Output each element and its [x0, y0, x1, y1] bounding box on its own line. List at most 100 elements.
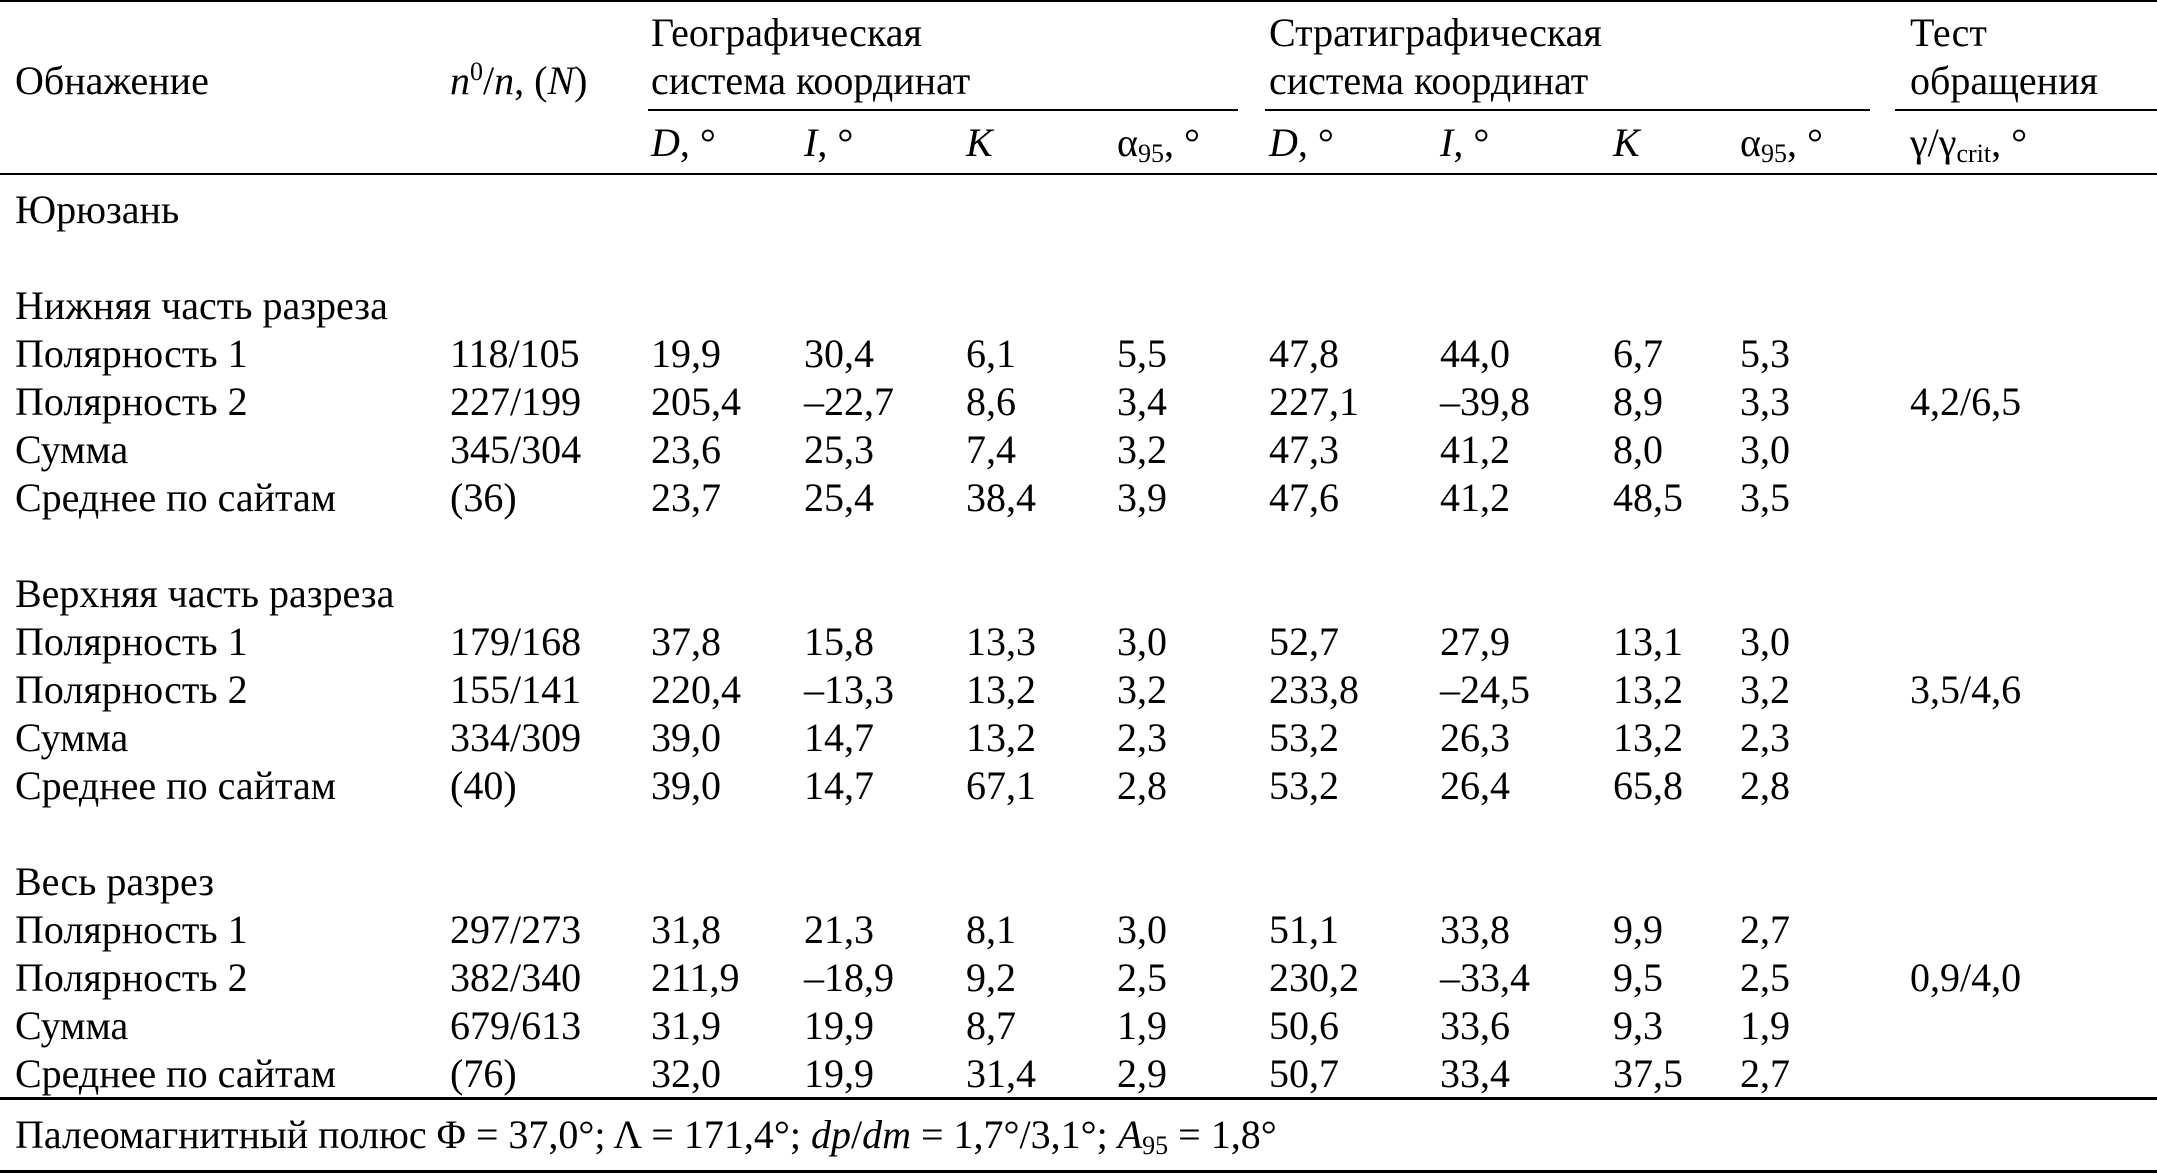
cell-geo-K: 31,4 — [966, 1051, 1036, 1096]
cell-geo-I: 25,3 — [804, 427, 874, 472]
section-title: Весь разрез — [15, 859, 215, 904]
row-label: Среднее по сайтам — [15, 475, 337, 520]
header-n: n0/n, (N) — [450, 57, 587, 105]
cell-geo-I: 30,4 — [804, 331, 874, 376]
header-n-close: ) — [574, 58, 588, 103]
header-n-n: n — [494, 58, 515, 103]
cell-geo-I: –22,7 — [804, 379, 894, 424]
cell-geo-D: 19,9 — [651, 331, 721, 376]
header-geo-line1: Географическая — [651, 10, 922, 55]
reversal-test-value: 3,5/4,6 — [1910, 667, 2022, 712]
header-strat-D: D, ° — [1269, 120, 1334, 165]
header-strat-alpha: α95, ° — [1740, 120, 1823, 168]
section-title: Верхняя часть разреза — [15, 571, 395, 616]
cell-strat-K: 13,1 — [1613, 619, 1683, 664]
cell-geo-alpha: 3,0 — [1117, 907, 1167, 952]
header-geo-alpha: α95, ° — [1117, 120, 1200, 168]
cell-geo-alpha: 2,3 — [1117, 715, 1167, 760]
cell-geo-I: 15,8 — [804, 619, 874, 664]
header-geo-D: D, ° — [651, 120, 716, 165]
cell-strat-I: –39,8 — [1440, 379, 1530, 424]
row-label: Сумма — [15, 715, 129, 760]
reversal-test-value: 4,2/6,5 — [1910, 379, 2022, 424]
cell-n: 345/304 — [450, 427, 582, 472]
cell-geo-D: 211,9 — [651, 955, 740, 1000]
cell-geo-D: 37,8 — [651, 619, 721, 664]
reversal-test-value: 0,9/4,0 — [1910, 955, 2022, 1000]
cell-strat-I: –24,5 — [1440, 667, 1530, 712]
header-bottom-rule — [0, 173, 2157, 175]
cell-strat-K: 13,2 — [1613, 667, 1683, 712]
cell-n: 118/105 — [450, 331, 580, 376]
cell-strat-I: 44,0 — [1440, 331, 1510, 376]
cell-geo-alpha: 5,5 — [1117, 331, 1167, 376]
header-n-sup: 0 — [470, 57, 483, 86]
cell-geo-alpha: 1,9 — [1117, 1003, 1167, 1048]
cell-n: 382/340 — [450, 955, 582, 1000]
cell-geo-D: 205,4 — [651, 379, 741, 424]
cell-strat-I: 33,8 — [1440, 907, 1510, 952]
cell-strat-alpha: 3,2 — [1740, 667, 1790, 712]
header-n-prefix: n — [450, 58, 470, 103]
cell-geo-I: 19,9 — [804, 1003, 874, 1048]
cell-strat-alpha: 3,0 — [1740, 427, 1790, 472]
cell-geo-K: 8,1 — [966, 907, 1016, 952]
cell-geo-D: 39,0 — [651, 715, 721, 760]
cell-strat-K: 9,5 — [1613, 955, 1663, 1000]
cell-n: 334/309 — [450, 715, 582, 760]
row-label: Сумма — [15, 1003, 129, 1048]
cell-geo-K: 8,6 — [966, 379, 1016, 424]
site-label: Юрюзань — [15, 187, 180, 232]
cell-geo-I: 14,7 — [804, 763, 874, 808]
cell-geo-alpha: 3,2 — [1117, 427, 1167, 472]
header-test-line1: Тест — [1910, 10, 1987, 55]
cell-n: (76) — [450, 1051, 517, 1096]
cell-strat-K: 37,5 — [1613, 1051, 1683, 1096]
row-label: Полярность 2 — [15, 955, 248, 1000]
header-outcrop: Обнажение — [15, 58, 209, 103]
cell-strat-alpha: 5,3 — [1740, 331, 1790, 376]
cell-strat-K: 65,8 — [1613, 763, 1683, 808]
cell-strat-D: 52,7 — [1269, 619, 1339, 664]
cell-n: 179/168 — [450, 619, 582, 664]
cell-strat-I: 27,9 — [1440, 619, 1510, 664]
cell-geo-K: 67,1 — [966, 763, 1036, 808]
cell-strat-D: 230,2 — [1269, 955, 1359, 1000]
cell-strat-K: 9,3 — [1613, 1003, 1663, 1048]
cell-strat-I: 26,3 — [1440, 715, 1510, 760]
cell-strat-alpha: 2,3 — [1740, 715, 1790, 760]
section-title: Нижняя часть разреза — [15, 283, 388, 328]
cell-strat-D: 47,3 — [1269, 427, 1339, 472]
header-test-line2: обращения — [1910, 58, 2098, 103]
cell-geo-K: 7,4 — [966, 427, 1016, 472]
header-test-gamma: γ/γcrit, ° — [1910, 120, 2028, 168]
header-strat-K: K — [1613, 120, 1640, 165]
cell-geo-D: 32,0 — [651, 1051, 721, 1096]
cell-strat-alpha: 3,3 — [1740, 379, 1790, 424]
cell-geo-D: 23,6 — [651, 427, 721, 472]
cell-geo-I: 14,7 — [804, 715, 874, 760]
footer-bottom-rule — [0, 1170, 2157, 1173]
row-label: Полярность 1 — [15, 619, 248, 664]
cell-geo-K: 8,7 — [966, 1003, 1016, 1048]
cell-strat-I: 41,2 — [1440, 475, 1510, 520]
cell-strat-D: 50,7 — [1269, 1051, 1339, 1096]
header-n-N: N — [547, 58, 575, 103]
cell-n: (40) — [450, 763, 517, 808]
cell-geo-alpha: 2,5 — [1117, 955, 1167, 1000]
row-label: Среднее по сайтам — [15, 763, 337, 808]
geo-group-rule — [648, 109, 1238, 111]
cell-geo-I: 25,4 — [804, 475, 874, 520]
header-geo-line2: система координат — [651, 58, 971, 103]
header-geo-I: I, ° — [804, 120, 854, 165]
strat-group-rule — [1265, 109, 1870, 111]
cell-geo-D: 220,4 — [651, 667, 741, 712]
cell-strat-K: 8,0 — [1613, 427, 1663, 472]
cell-strat-D: 227,1 — [1269, 379, 1359, 424]
cell-n: (36) — [450, 475, 517, 520]
cell-geo-alpha: 3,0 — [1117, 619, 1167, 664]
cell-strat-alpha: 2,5 — [1740, 955, 1790, 1000]
cell-geo-K: 13,2 — [966, 667, 1036, 712]
cell-strat-I: 26,4 — [1440, 763, 1510, 808]
cell-geo-K: 38,4 — [966, 475, 1036, 520]
